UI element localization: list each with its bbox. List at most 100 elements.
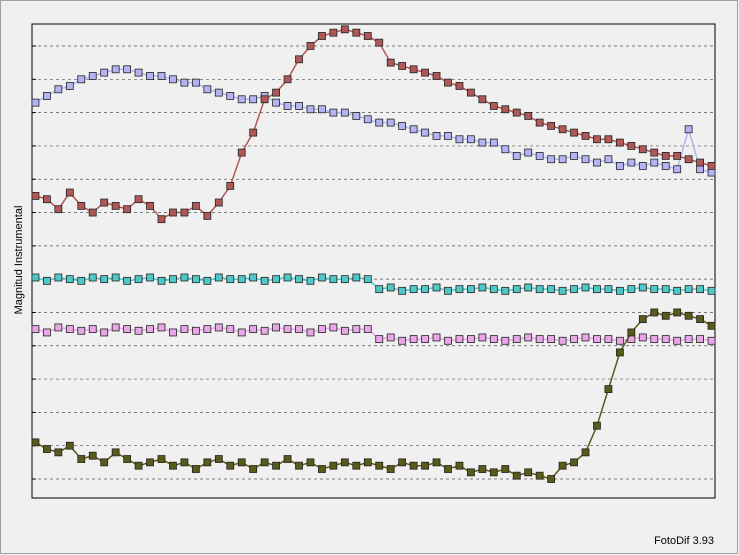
data-point (31, 438, 40, 447)
data-point (180, 458, 189, 467)
data-point (684, 311, 693, 320)
data-point (512, 152, 521, 160)
data-point (214, 198, 223, 207)
data-point (432, 333, 441, 342)
data-point (203, 85, 212, 94)
data-point (375, 118, 384, 127)
data-point (180, 208, 189, 217)
data-point (684, 125, 693, 134)
data-point (31, 325, 40, 334)
data-point (134, 68, 143, 77)
data-point (306, 105, 315, 114)
data-point (478, 138, 487, 147)
data-point (272, 275, 280, 284)
data-point (191, 465, 200, 473)
data-point (157, 323, 166, 332)
data-point (489, 335, 498, 344)
data-point (615, 162, 624, 170)
data-point (65, 275, 74, 284)
data-point (524, 283, 533, 292)
data-point (661, 285, 670, 294)
data-point (478, 465, 487, 473)
data-point (214, 323, 223, 332)
data-point (570, 335, 578, 344)
data-point (352, 28, 361, 37)
data-point (180, 325, 189, 334)
data-point (478, 333, 487, 342)
version-label: FotoDif 3.93 (654, 535, 714, 547)
data-point (249, 465, 258, 473)
data-point (604, 135, 613, 144)
data-point (295, 275, 303, 284)
data-point (604, 155, 613, 164)
data-point (547, 155, 556, 164)
data-point (272, 323, 280, 332)
data-point (432, 72, 441, 80)
data-point (512, 335, 521, 344)
data-point (409, 65, 418, 74)
data-point (340, 275, 349, 284)
data-point (226, 325, 235, 334)
data-point (444, 465, 452, 473)
data-point (661, 335, 670, 344)
data-point (455, 285, 464, 294)
data-point (650, 148, 659, 157)
data-point (581, 448, 590, 457)
data-point (272, 88, 280, 97)
data-point (169, 75, 177, 84)
data-point (570, 128, 578, 137)
data-point (77, 75, 86, 84)
data-point (467, 135, 475, 144)
data-point (684, 285, 693, 294)
data-point (54, 323, 63, 332)
data-point (650, 285, 659, 294)
data-point (707, 168, 716, 177)
data-point (478, 95, 487, 104)
data-point (54, 205, 63, 214)
data-point (386, 333, 395, 342)
data-point (42, 195, 51, 204)
data-point (409, 285, 418, 294)
data-point (455, 82, 464, 90)
data-point (650, 308, 659, 317)
data-point (169, 208, 177, 217)
data-point (42, 445, 51, 453)
data-point (467, 88, 475, 97)
data-point (226, 461, 235, 470)
data-point (146, 458, 154, 467)
data-point (191, 201, 200, 210)
y-axis-title: Magnitud Instrumental (13, 206, 25, 315)
data-point (547, 122, 556, 130)
data-point (489, 285, 498, 294)
data-point (260, 326, 269, 335)
data-point (306, 458, 315, 467)
data-point (707, 336, 716, 345)
data-point (157, 72, 166, 80)
data-point (421, 461, 429, 470)
data-point (123, 205, 132, 214)
data-point (146, 325, 154, 334)
data-point (329, 461, 338, 470)
data-point (512, 285, 521, 294)
data-point (157, 455, 166, 463)
data-point (638, 283, 647, 292)
data-point (226, 275, 235, 284)
data-point (593, 421, 601, 430)
data-point (386, 118, 395, 127)
data-point (696, 285, 705, 294)
data-point (696, 165, 705, 174)
data-point (42, 92, 51, 100)
data-point (547, 285, 556, 294)
data-point (340, 326, 349, 335)
data-point (627, 285, 636, 294)
data-point (203, 276, 212, 285)
data-point (191, 326, 200, 335)
data-point (77, 326, 86, 335)
data-point (386, 465, 395, 473)
data-point (100, 198, 109, 207)
data-point (352, 325, 361, 334)
data-point (638, 145, 647, 154)
data-point (432, 283, 441, 292)
data-point (54, 448, 63, 457)
data-point (226, 181, 235, 190)
